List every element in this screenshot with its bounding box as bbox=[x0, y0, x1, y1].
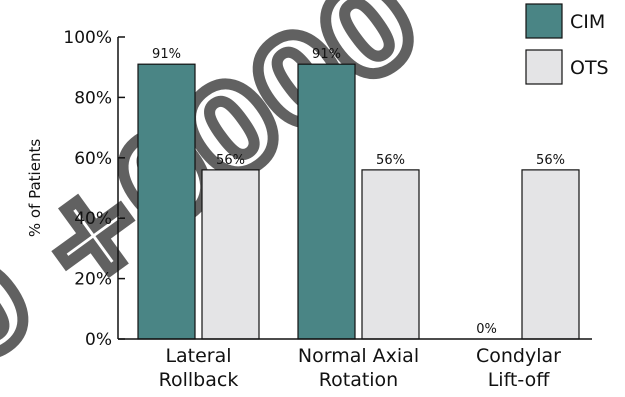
x-tick-label: Rotation bbox=[319, 369, 398, 391]
x-tick-label: Normal Axial bbox=[298, 345, 419, 367]
y-tick-label: 40% bbox=[74, 209, 112, 229]
data-label: 91% bbox=[312, 47, 341, 62]
bar-cim-1 bbox=[137, 63, 196, 340]
x-tick-label: Condylar bbox=[476, 345, 561, 367]
data-label: 0% bbox=[476, 322, 497, 337]
x-tick-label: Lift-off bbox=[488, 369, 551, 391]
y-axis: 0% 20% 40% 60% 80% 100% bbox=[63, 28, 592, 350]
y-tick-label: 20% bbox=[74, 270, 112, 290]
bar-ots-1 bbox=[201, 169, 260, 340]
legend-label-ots: OTS bbox=[570, 57, 609, 79]
bar-ots-3 bbox=[521, 169, 580, 340]
data-labels-group: 91% 56% 91% 56% 0% 56% bbox=[152, 47, 565, 337]
bar-ots-2 bbox=[361, 169, 420, 340]
y-tick-label: 80% bbox=[74, 88, 112, 108]
legend-swatch-ots bbox=[525, 49, 563, 85]
legend: CIM OTS bbox=[525, 3, 609, 85]
data-label: 56% bbox=[216, 153, 245, 168]
legend-label-cim: CIM bbox=[570, 11, 605, 33]
x-tick-label: Lateral bbox=[165, 345, 231, 367]
data-label: 56% bbox=[536, 153, 565, 168]
y-axis-label: % of Patients bbox=[26, 139, 44, 237]
y-tick-label: 60% bbox=[74, 149, 112, 169]
y-tick-label: 100% bbox=[63, 28, 112, 48]
y-tick-label: 0% bbox=[85, 330, 112, 350]
x-tick-label: Rollback bbox=[159, 369, 239, 391]
data-label: 91% bbox=[152, 47, 181, 62]
legend-swatch-cim bbox=[525, 3, 563, 39]
bar-cim-2 bbox=[297, 63, 356, 340]
data-label: 56% bbox=[376, 153, 405, 168]
bars-group bbox=[137, 63, 580, 340]
